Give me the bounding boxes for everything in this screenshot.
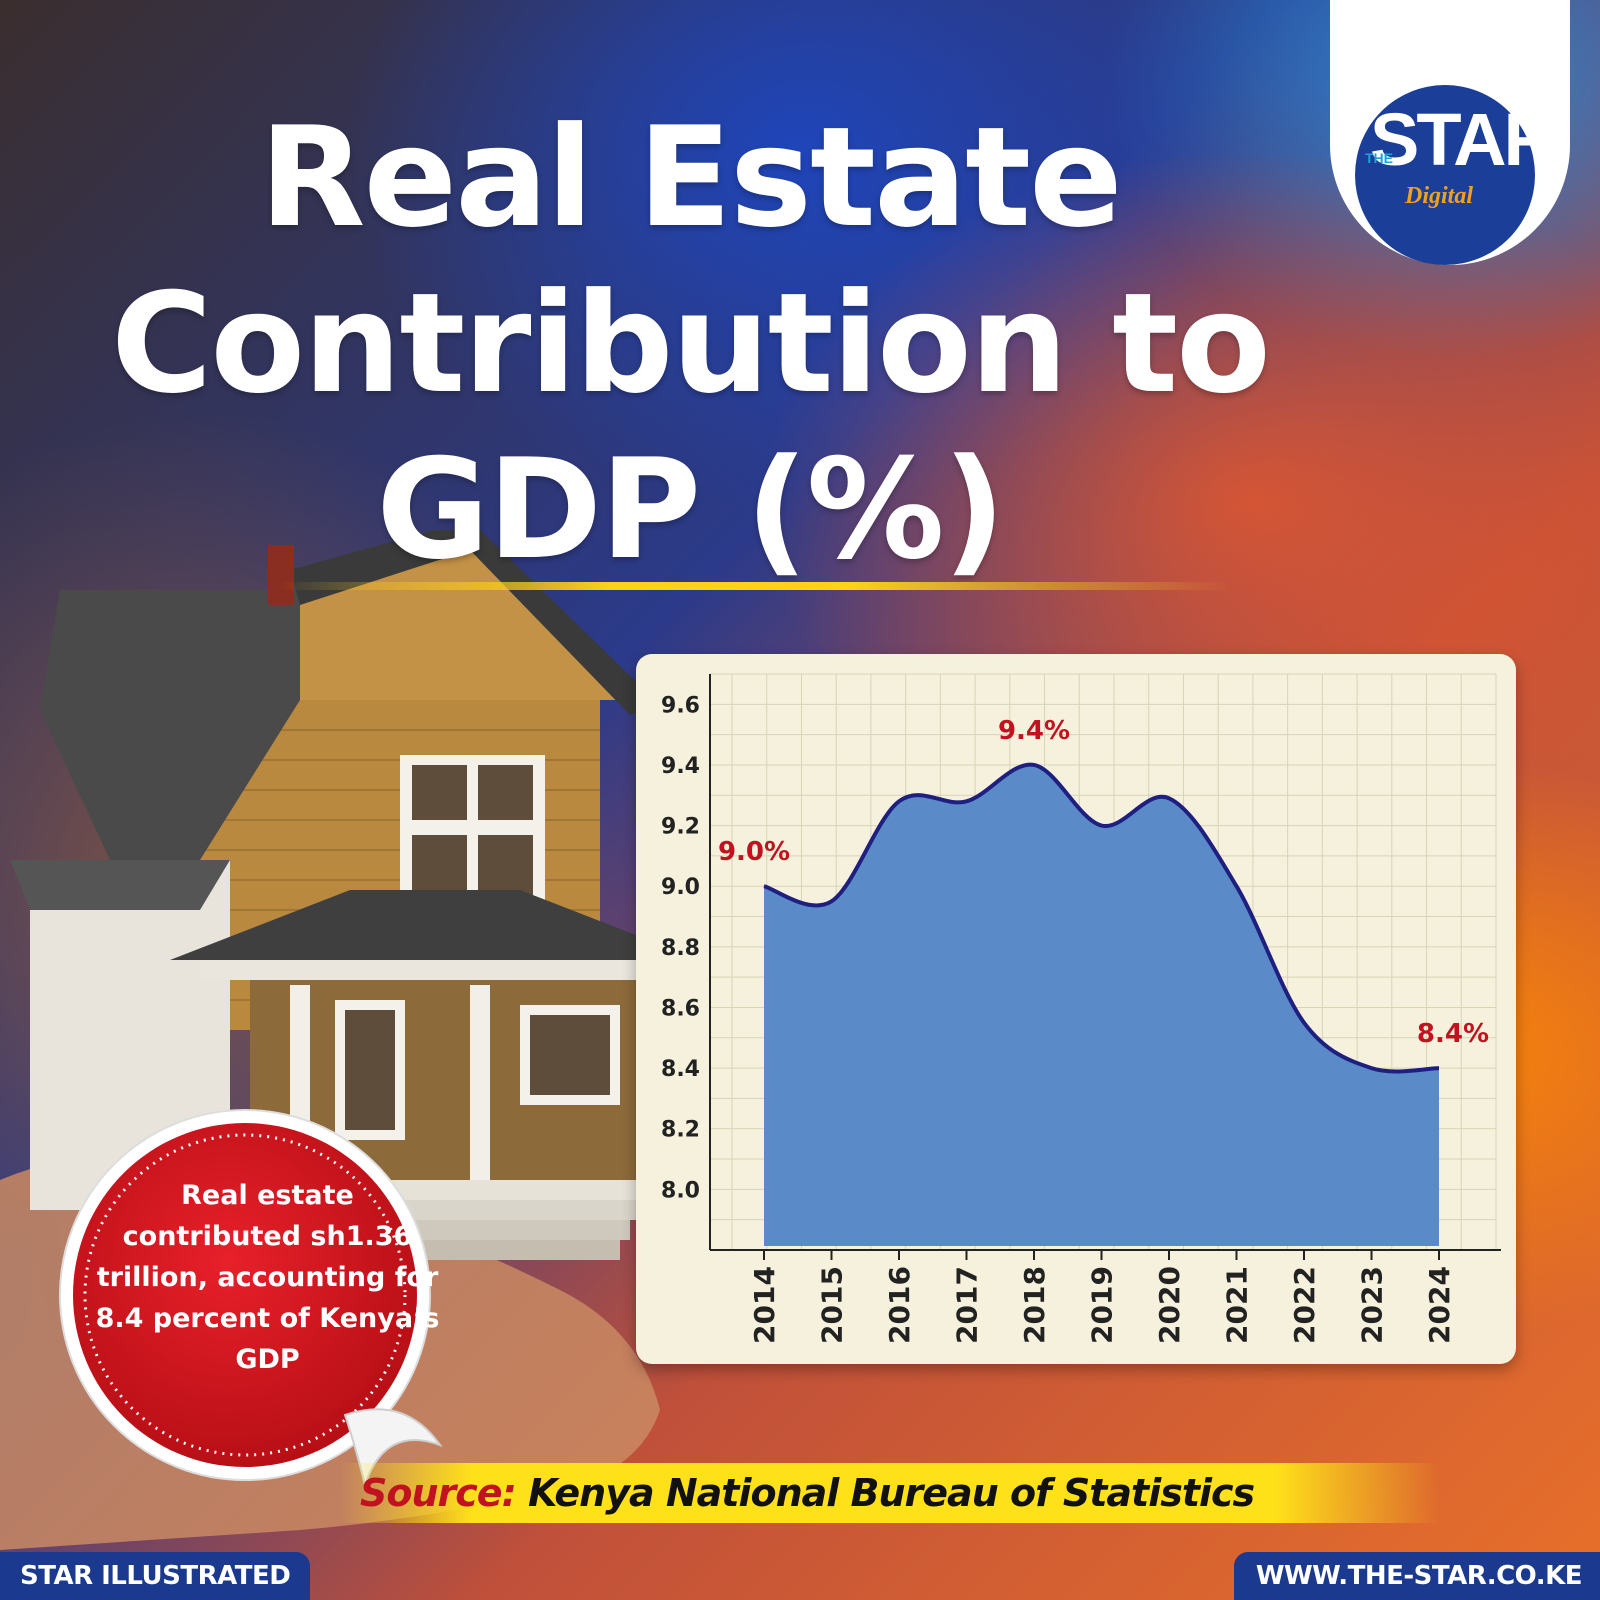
callout-text: Real estate contributed sh1.36 trillion,… xyxy=(95,1180,440,1375)
source-label: Source: xyxy=(360,1471,517,1515)
x-tick-label: 2023 xyxy=(1356,1266,1389,1344)
star-logo xyxy=(1355,85,1535,265)
logo-the: THE xyxy=(1365,150,1393,166)
y-tick-label: 9.4 xyxy=(661,754,700,779)
source-line: Source: Kenya National Bureau of Statist… xyxy=(360,1467,1440,1519)
y-tick-label: 8.8 xyxy=(661,936,700,961)
x-tick-label: 2014 xyxy=(748,1266,781,1344)
source-name: Kenya National Bureau of Statistics xyxy=(528,1471,1255,1515)
y-tick-label: 9.2 xyxy=(661,815,700,840)
y-tick-label: 8.0 xyxy=(661,1178,700,1203)
data-label: 8.4% xyxy=(1417,1019,1489,1049)
series-area xyxy=(764,764,1439,1246)
title-divider xyxy=(280,582,1230,590)
y-tick-label: 9.0 xyxy=(661,875,700,900)
x-tick-label: 2016 xyxy=(883,1266,916,1344)
series-line xyxy=(763,762,1440,1074)
y-tick-label: 9.6 xyxy=(661,693,700,718)
x-tick-label: 2021 xyxy=(1221,1266,1254,1344)
x-tick-label: 2015 xyxy=(816,1266,849,1344)
logo-digital: Digital xyxy=(1405,183,1474,209)
source-highlight xyxy=(340,1463,1440,1523)
x-tick-label: 2019 xyxy=(1086,1266,1119,1344)
logo-wordmark: STAR xyxy=(1370,98,1557,181)
y-tick-label: 8.4 xyxy=(661,1057,700,1082)
x-tick-label: 2017 xyxy=(951,1266,984,1344)
chart-panel: 8.0 8.2 8.4 8.6 8.8 9.0 9.2 9.4 9.6 2014 2015 2016 2… xyxy=(636,654,1516,1364)
x-tick-label: 2022 xyxy=(1288,1266,1321,1344)
data-label: 9.4% xyxy=(998,716,1070,746)
x-tick-label: 2018 xyxy=(1018,1266,1051,1344)
x-tick-label: 2024 xyxy=(1423,1266,1456,1344)
data-label: 9.0% xyxy=(718,837,790,867)
chart-title: Real Estate Contribution to GDP (%) xyxy=(111,97,1271,590)
footer-credit: STAR ILLUSTRATED xyxy=(0,1552,311,1600)
y-tick-label: 8.6 xyxy=(661,996,700,1021)
callout-sticker xyxy=(59,1109,443,1489)
chart-svg: 8.0 8.2 8.4 8.6 8.8 9.0 9.2 9.4 9.6 2014 2015 2016 2… xyxy=(661,673,1501,1344)
y-tick-label: 8.2 xyxy=(661,1118,700,1143)
x-tick-label: 2020 xyxy=(1153,1266,1186,1344)
footer-website-link[interactable]: WWW.THE-STAR.CO.KE xyxy=(1233,1552,1600,1600)
